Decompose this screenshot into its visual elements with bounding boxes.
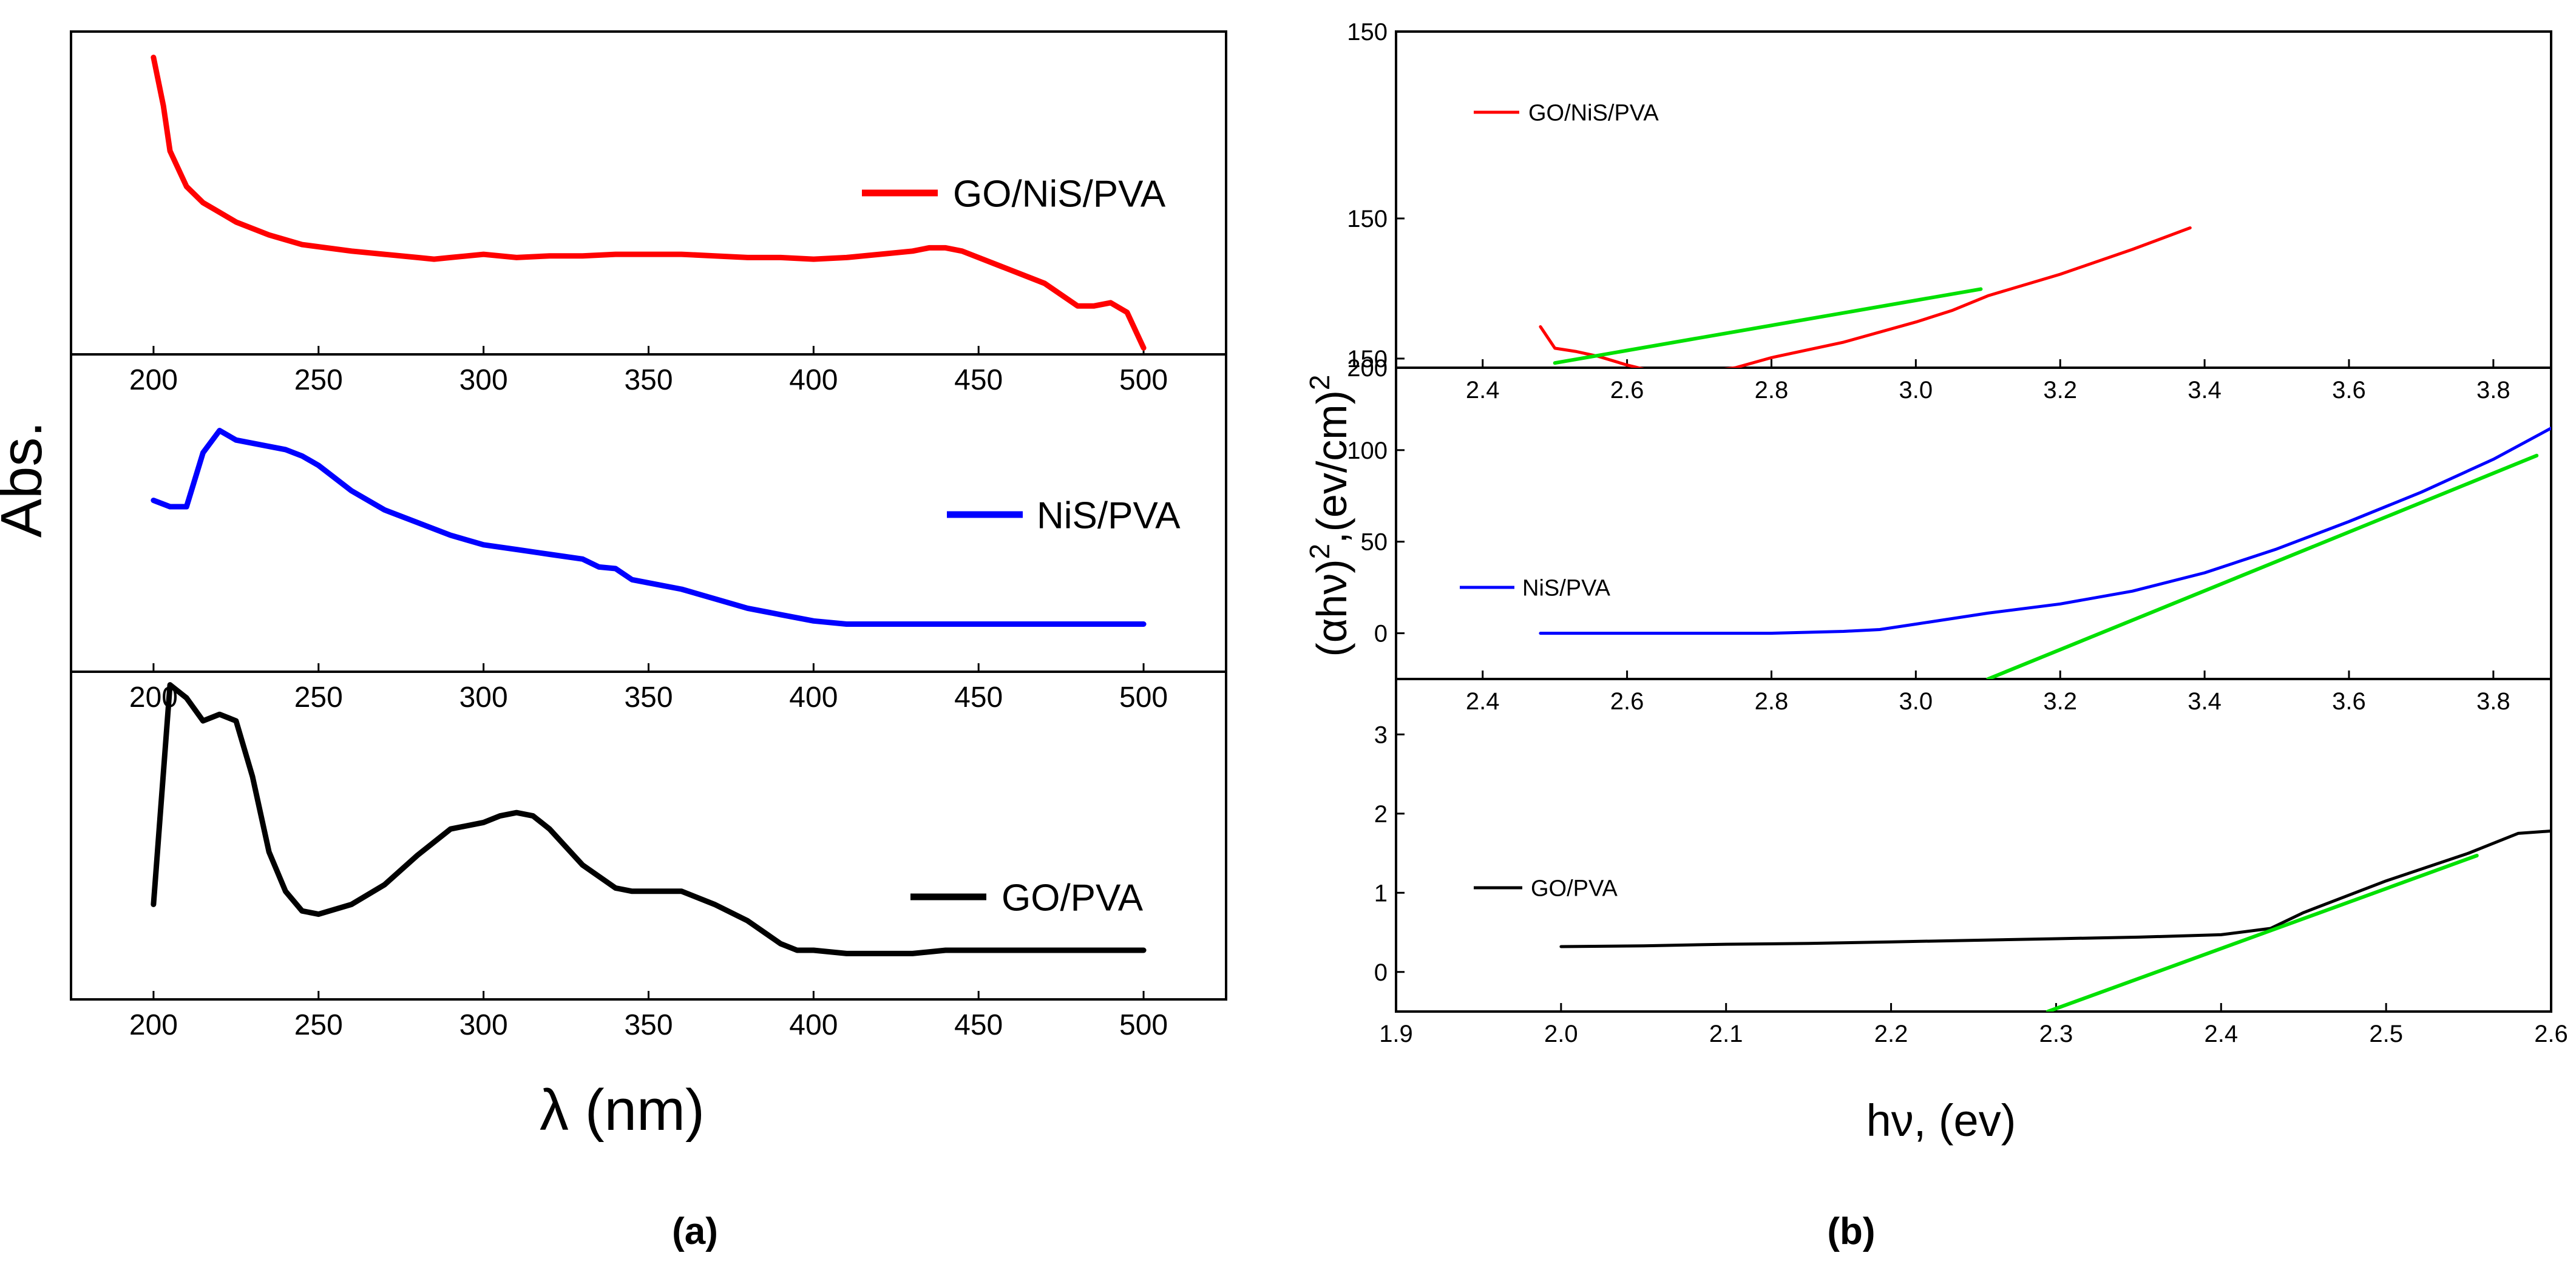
x-tick-label: 300 bbox=[459, 681, 508, 714]
abs-axis-label: Abs. bbox=[0, 421, 54, 538]
legend-label: NiS/PVA bbox=[1522, 576, 1611, 601]
x-tick-label: 2.1 bbox=[1709, 1021, 1743, 1047]
y-tick-label: 200 bbox=[1347, 355, 1388, 382]
x-tick-label: 2.4 bbox=[1466, 377, 1500, 404]
x-tick-label: 250 bbox=[294, 1009, 343, 1041]
x-tick-label: 350 bbox=[624, 1009, 673, 1041]
x-tick-label: 2.6 bbox=[1610, 688, 1644, 715]
x-tick-label: 350 bbox=[624, 364, 673, 396]
legend-label: GO/PVA bbox=[1002, 877, 1144, 919]
y-tick-label: 150 bbox=[1347, 19, 1388, 46]
series-line-go-nis-pva bbox=[151, 55, 1147, 351]
legend-label: GO/PVA bbox=[1531, 876, 1618, 902]
x-tick-label: 2.4 bbox=[2204, 1021, 2238, 1047]
caption-a: (a) bbox=[672, 1211, 718, 1252]
series-line-nis-pva bbox=[151, 428, 1147, 627]
x-tick-label: 2.8 bbox=[1755, 688, 1789, 715]
x-tick-label: 500 bbox=[1119, 681, 1168, 714]
y-tick-label: 0 bbox=[1374, 621, 1388, 647]
x-tick-label: 250 bbox=[294, 364, 343, 396]
chart-1: 200 250 300 350 400 450 500 GO/NiS/PVA bbox=[129, 55, 1168, 396]
x-tick-label: 400 bbox=[789, 1009, 838, 1041]
x-tick-label: 500 bbox=[1119, 1009, 1168, 1041]
x-tick-label: 3.6 bbox=[2332, 688, 2366, 715]
wavelength-axis-label: λ (nm) bbox=[540, 1078, 705, 1143]
y-tick-label: 1 bbox=[1374, 880, 1388, 907]
legend-label: NiS/PVA bbox=[1037, 495, 1181, 536]
series-line-go-nis-pva bbox=[1539, 226, 2192, 368]
x-tick-label: 3.0 bbox=[1899, 688, 1933, 715]
x-tick-label: 3.8 bbox=[2476, 688, 2510, 715]
x-tick-label: 3.6 bbox=[2332, 377, 2366, 404]
y-tick-label: 3 bbox=[1374, 721, 1388, 748]
x-tick-label: 300 bbox=[459, 1009, 508, 1041]
y-tick-label: 100 bbox=[1347, 438, 1388, 464]
x-tick-label: 2.6 bbox=[1610, 377, 1644, 404]
chart-5: 2.4 2.6 2.8 3.0 3.2 3.4 3.6 3.8 0 50 100 150 NiS/PVA bbox=[1347, 346, 2551, 715]
series-line-nis-pva bbox=[1539, 427, 2551, 635]
x-tick-label: 2.8 bbox=[1755, 377, 1789, 404]
photon-energy-axis-label: hν, (ev) bbox=[1866, 1095, 2016, 1146]
x-tick-label: 200 bbox=[129, 364, 178, 396]
y-tick-label: 150 bbox=[1347, 346, 1388, 373]
x-tick-label: 2.5 bbox=[2369, 1021, 2403, 1047]
x-tick-label: 450 bbox=[954, 364, 1003, 396]
x-tick-label: 1.9 bbox=[1379, 1021, 1413, 1047]
x-tick-label: 350 bbox=[624, 681, 673, 714]
legend-label: GO/NiS/PVA bbox=[1528, 101, 1659, 126]
x-tick-label: 2.3 bbox=[2039, 1021, 2073, 1047]
caption-b: (b) bbox=[1827, 1211, 1875, 1252]
chart-4: 2.4 2.6 2.8 3.0 3.2 3.4 3.6 3.8150150200GO/NiS/… bbox=[1347, 19, 2510, 404]
fit-line-go-pva bbox=[2046, 854, 2479, 1012]
x-tick-label: 2.4 bbox=[1466, 688, 1500, 715]
fit-line-nis-pva bbox=[1986, 453, 2539, 679]
fit-line-go-nis-pva bbox=[1553, 287, 1983, 365]
chart-6: 1.9 2.0 2.1 2.2 2.3 2.4 2.5 2.6 0 1 2 3 GO/PVA bbox=[1374, 721, 2568, 1047]
chart-3: 200 250 300 350 400 450 500 GO/PVA bbox=[129, 682, 1168, 1041]
x-tick-label: 3.2 bbox=[2043, 377, 2077, 404]
x-tick-label: 3.2 bbox=[2043, 688, 2077, 715]
x-tick-label: 2.6 bbox=[2534, 1021, 2568, 1047]
x-tick-label: 250 bbox=[294, 681, 343, 714]
x-tick-label: 400 bbox=[789, 681, 838, 714]
x-tick-label: 3.4 bbox=[2188, 688, 2222, 715]
y-tick-label: 0 bbox=[1374, 959, 1388, 986]
y-tick-label: 2 bbox=[1374, 801, 1388, 828]
panel-b-frame bbox=[1395, 30, 2552, 1013]
x-tick-label: 3.8 bbox=[2476, 377, 2510, 404]
series-line-go-pva bbox=[151, 682, 1147, 956]
y-tick-label: 150 bbox=[1347, 206, 1388, 232]
x-tick-label: 2.0 bbox=[1544, 1021, 1578, 1047]
x-tick-label: 3.0 bbox=[1899, 377, 1933, 404]
x-tick-label: 3.4 bbox=[2188, 377, 2222, 404]
x-tick-label: 450 bbox=[954, 681, 1003, 714]
x-tick-label: 450 bbox=[954, 1009, 1003, 1041]
y-tick-label: 50 bbox=[1361, 529, 1388, 556]
series-line-go-pva bbox=[1559, 829, 2551, 948]
x-tick-label: 500 bbox=[1119, 364, 1168, 396]
legend-label: GO/NiS/PVA bbox=[953, 173, 1166, 215]
x-tick-label: 400 bbox=[789, 364, 838, 396]
x-tick-label: 200 bbox=[129, 1009, 178, 1041]
x-tick-label: 2.2 bbox=[1874, 1021, 1908, 1047]
absorption-axis-label: (αhν)2,(ev/cm)2 bbox=[1304, 375, 1355, 657]
x-tick-label: 300 bbox=[459, 364, 508, 396]
panel-b bbox=[1395, 30, 2552, 1013]
